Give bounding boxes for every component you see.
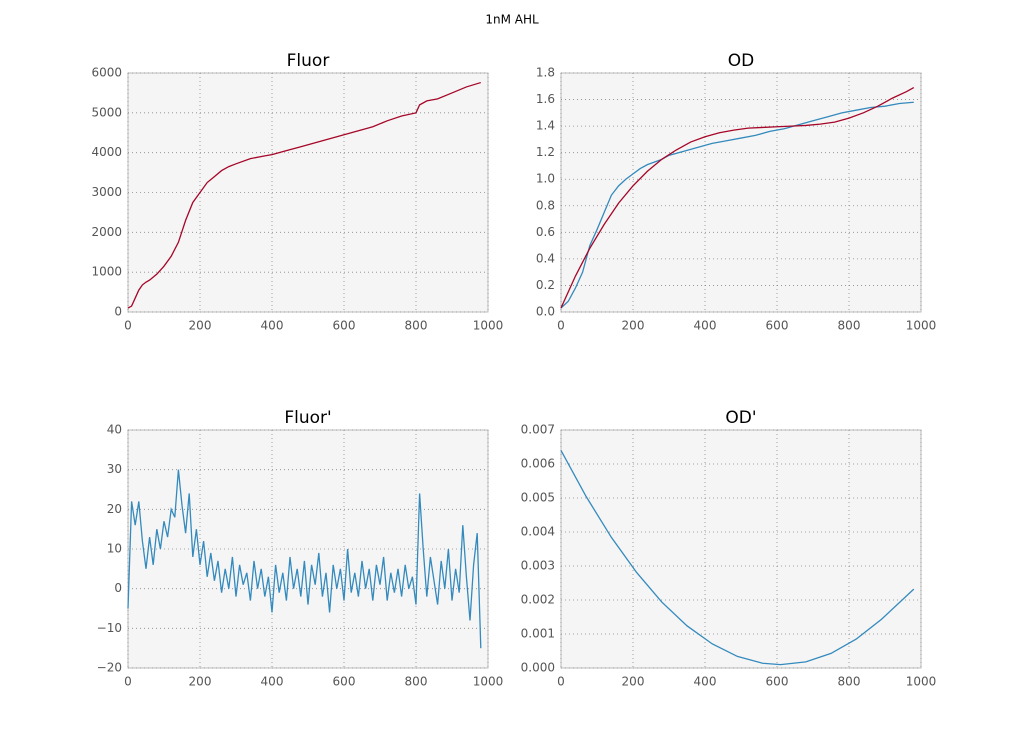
y-tick-label: 1.8 (536, 66, 555, 80)
y-tick-label: 0 (114, 305, 122, 319)
x-tick-label: 800 (838, 319, 861, 333)
y-tick-label: 0.002 (521, 593, 555, 607)
y-tick-label: 0.4 (536, 251, 555, 265)
y-tick-label: 0.001 (521, 627, 555, 641)
y-tick-label: 0.2 (536, 278, 555, 292)
y-tick-label: 1000 (91, 265, 122, 279)
data-line (560, 101, 914, 309)
x-tick-label: 800 (405, 319, 428, 333)
y-tick-label: 0.004 (521, 525, 555, 539)
x-tick-label: 200 (189, 319, 212, 333)
x-tick-label: 600 (333, 319, 356, 333)
y-tick-label: 5000 (91, 105, 122, 119)
subplot-title: OD (728, 51, 754, 71)
y-tick-label: 30 (107, 462, 122, 476)
subplot-title: Fluor' (284, 408, 331, 428)
x-tick-label: 200 (622, 319, 645, 333)
x-tick-label: 400 (261, 675, 284, 689)
x-tick-label: 0 (557, 319, 565, 333)
x-tick-label: 800 (838, 675, 861, 689)
subplot-title: OD' (725, 408, 756, 428)
y-tick-label: 0.006 (521, 457, 555, 471)
figure-title: 1nM AHL (485, 13, 539, 27)
x-tick-label: 800 (405, 675, 428, 689)
plot-area (560, 72, 922, 313)
y-tick-label: 0.000 (521, 661, 555, 675)
y-tick-label: 0.005 (521, 491, 555, 505)
data-line (127, 81, 481, 309)
x-tick-label: 600 (766, 319, 789, 333)
y-tick-label: −20 (97, 661, 122, 675)
y-tick-label: 1.6 (536, 92, 555, 106)
y-tick-label: 6000 (91, 66, 122, 80)
x-tick-label: 200 (189, 675, 212, 689)
y-tick-label: 1.0 (536, 172, 555, 186)
y-tick-label: 0.0 (536, 305, 555, 319)
y-tick-label: 0.6 (536, 225, 555, 239)
y-tick-label: 3000 (91, 185, 122, 199)
x-tick-label: 400 (261, 319, 284, 333)
y-tick-label: 2000 (91, 225, 122, 239)
y-tick-label: 4000 (91, 145, 122, 159)
x-tick-label: 0 (124, 675, 132, 689)
y-tick-label: 0.003 (521, 559, 555, 573)
y-tick-label: 0.007 (521, 423, 555, 437)
x-tick-label: 200 (622, 675, 645, 689)
x-tick-label: 1000 (906, 675, 937, 689)
x-tick-label: 1000 (473, 319, 504, 333)
subplot-title: Fluor (287, 51, 330, 71)
x-tick-label: 400 (694, 675, 717, 689)
x-tick-label: 0 (557, 675, 565, 689)
y-tick-label: 0 (114, 581, 122, 595)
y-tick-label: 20 (107, 502, 122, 516)
y-tick-label: −10 (97, 621, 122, 635)
x-tick-label: 600 (766, 675, 789, 689)
x-tick-label: 0 (124, 319, 132, 333)
data-line (560, 450, 915, 666)
data-line (127, 469, 482, 649)
y-tick-label: 40 (107, 423, 122, 437)
x-tick-label: 1000 (473, 675, 504, 689)
x-tick-label: 1000 (906, 319, 937, 333)
y-tick-label: 10 (107, 542, 122, 556)
y-tick-label: 0.8 (536, 198, 555, 212)
x-tick-label: 400 (694, 319, 717, 333)
data-line (560, 87, 915, 309)
plot-area (560, 429, 922, 669)
y-tick-label: 1.2 (536, 145, 555, 159)
x-tick-label: 600 (333, 675, 356, 689)
y-tick-label: 1.4 (536, 119, 555, 133)
